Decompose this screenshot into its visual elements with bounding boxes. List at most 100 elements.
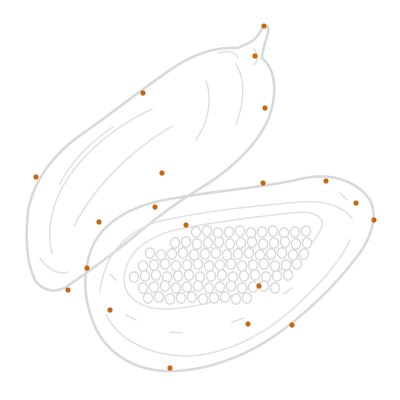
papaya-seeds bbox=[128, 225, 313, 305]
seed bbox=[181, 259, 193, 271]
seed bbox=[223, 226, 235, 238]
seed bbox=[197, 293, 209, 305]
seed bbox=[271, 270, 283, 282]
marker-dot bbox=[183, 222, 189, 228]
marker-dot bbox=[252, 53, 258, 59]
seed bbox=[148, 259, 160, 271]
seed bbox=[170, 282, 182, 294]
seed bbox=[282, 269, 294, 281]
whole-papaya bbox=[25, 24, 276, 292]
seed bbox=[269, 282, 281, 294]
seed bbox=[170, 260, 182, 272]
seed bbox=[265, 248, 277, 260]
seed bbox=[243, 247, 255, 259]
seed bbox=[258, 258, 270, 270]
seed bbox=[142, 292, 154, 304]
seed bbox=[236, 260, 248, 272]
seed bbox=[232, 248, 244, 260]
marker-dot bbox=[107, 307, 113, 313]
seed bbox=[280, 259, 292, 271]
seed bbox=[199, 248, 211, 260]
seed bbox=[186, 291, 198, 303]
marker-dot bbox=[96, 219, 102, 225]
seed bbox=[139, 270, 151, 282]
seed bbox=[159, 280, 171, 292]
seed bbox=[225, 258, 237, 270]
seed bbox=[291, 258, 303, 270]
seed bbox=[214, 281, 226, 293]
seed bbox=[148, 281, 160, 293]
seed bbox=[164, 293, 176, 305]
marker-dot bbox=[84, 265, 90, 271]
seed bbox=[213, 236, 225, 248]
marker-dot bbox=[289, 322, 295, 328]
seed bbox=[267, 225, 279, 237]
seed bbox=[257, 238, 269, 250]
half-papaya bbox=[84, 175, 375, 373]
seed bbox=[224, 238, 236, 250]
seed bbox=[137, 260, 149, 272]
seed bbox=[276, 247, 288, 259]
seed bbox=[150, 269, 162, 281]
seed bbox=[201, 225, 213, 237]
seed bbox=[210, 247, 222, 259]
seed bbox=[269, 260, 281, 272]
marker-dot bbox=[256, 283, 262, 289]
seed bbox=[177, 247, 189, 259]
seed bbox=[183, 269, 195, 281]
seed bbox=[241, 292, 253, 304]
marker-dot bbox=[159, 170, 165, 176]
seed bbox=[169, 237, 181, 249]
marker-dot bbox=[353, 200, 359, 206]
seed bbox=[247, 259, 259, 271]
marker-dot bbox=[323, 178, 329, 184]
seed bbox=[256, 226, 268, 238]
seed bbox=[175, 292, 187, 304]
seed bbox=[298, 248, 310, 260]
seed bbox=[289, 226, 301, 238]
seed bbox=[159, 258, 171, 270]
seed bbox=[203, 282, 215, 294]
marker-dot bbox=[140, 90, 146, 96]
seed bbox=[202, 237, 214, 249]
seed bbox=[208, 292, 220, 304]
marker-dot bbox=[371, 217, 377, 223]
marker-dot bbox=[33, 174, 39, 180]
seed bbox=[230, 293, 242, 305]
marker-dot bbox=[65, 287, 71, 293]
seed bbox=[249, 269, 261, 281]
marker-dot bbox=[261, 23, 267, 29]
seed bbox=[216, 269, 228, 281]
seed bbox=[203, 260, 215, 272]
seed bbox=[236, 282, 248, 294]
seed bbox=[172, 270, 184, 282]
seed bbox=[235, 237, 247, 249]
seed bbox=[247, 281, 259, 293]
seed bbox=[192, 280, 204, 292]
seed bbox=[290, 238, 302, 250]
seed bbox=[234, 225, 246, 237]
seed bbox=[238, 270, 250, 282]
annotation-markers bbox=[33, 23, 377, 371]
marker-dot bbox=[152, 204, 158, 210]
seed bbox=[214, 259, 226, 271]
marker-dot bbox=[167, 365, 173, 371]
seed bbox=[225, 280, 237, 292]
seed bbox=[246, 236, 258, 248]
seed bbox=[190, 226, 202, 238]
seed bbox=[137, 282, 149, 294]
seed bbox=[180, 236, 192, 248]
seed bbox=[191, 238, 203, 250]
seed bbox=[205, 270, 217, 282]
seed bbox=[166, 248, 178, 260]
seed bbox=[144, 247, 156, 259]
seed bbox=[128, 271, 140, 283]
seed bbox=[268, 237, 280, 249]
marker-dot bbox=[245, 321, 251, 327]
seed bbox=[181, 281, 193, 293]
marker-dot bbox=[262, 105, 268, 111]
seed bbox=[301, 237, 313, 249]
marker-dot bbox=[260, 180, 266, 186]
